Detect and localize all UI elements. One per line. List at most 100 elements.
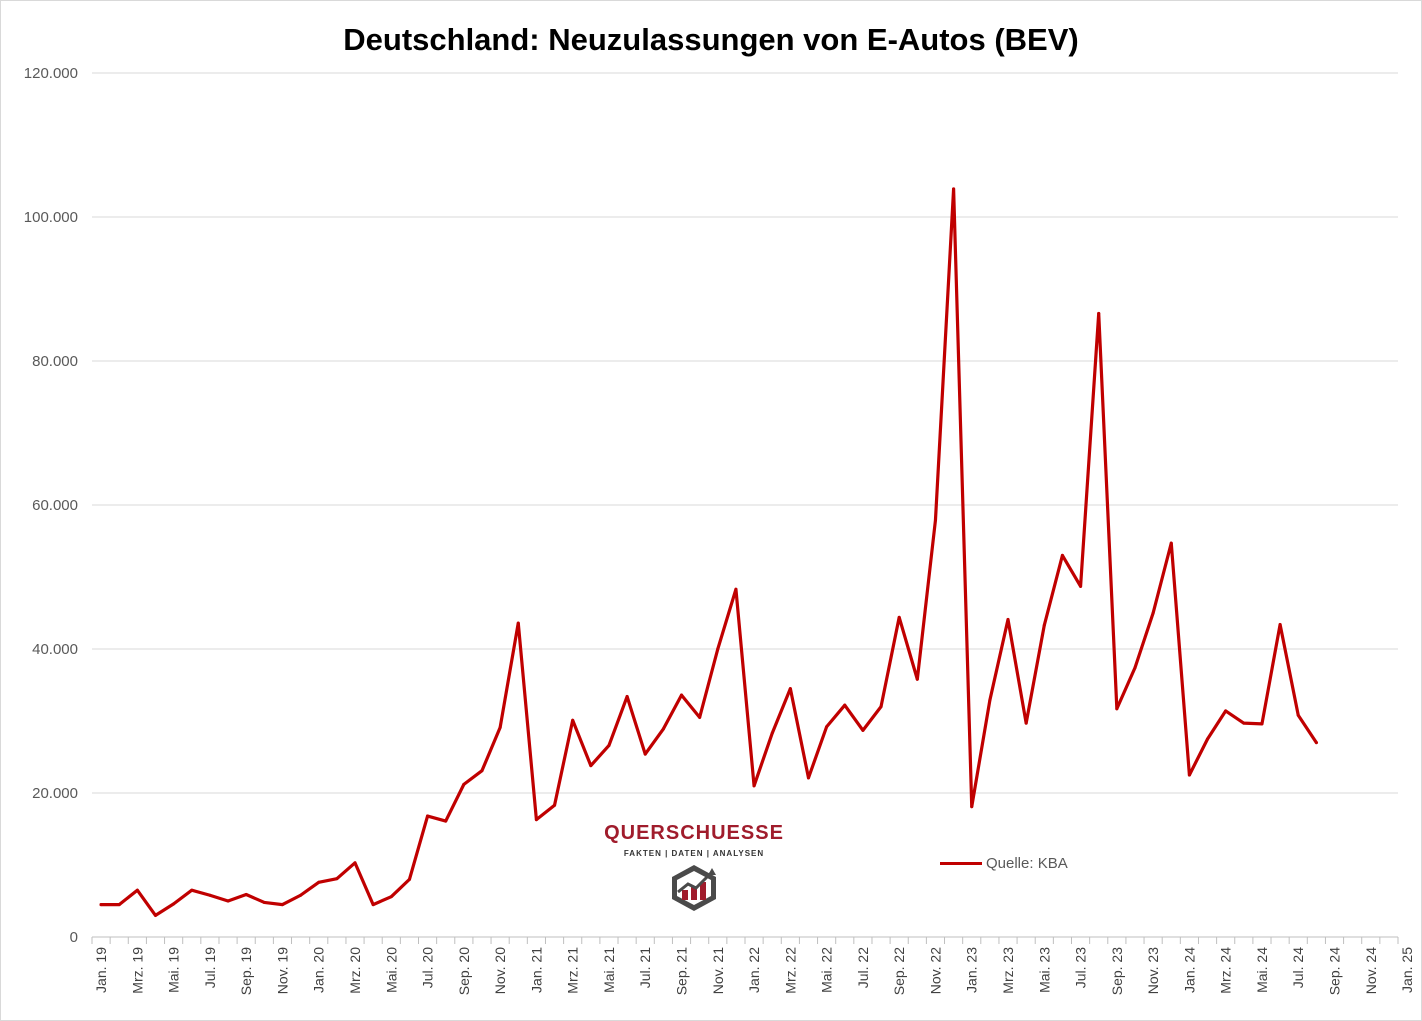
y-tick-label: 40.000 xyxy=(32,641,78,658)
x-tick-label: Jul. 24 xyxy=(1290,947,1306,988)
data-point xyxy=(988,698,992,702)
x-tick-label: Nov. 23 xyxy=(1145,947,1161,994)
data-point xyxy=(1151,611,1155,615)
data-point xyxy=(1133,666,1137,670)
data-point xyxy=(1224,709,1228,713)
data-point xyxy=(897,615,901,619)
data-point xyxy=(153,913,157,917)
x-tick-label: Mai. 23 xyxy=(1036,947,1052,993)
x-tick-label: Jul. 20 xyxy=(420,947,436,988)
data-point xyxy=(371,903,375,907)
data-point xyxy=(698,715,702,719)
data-point xyxy=(190,888,194,892)
series-layer xyxy=(99,187,1318,918)
y-tick-label: 80.000 xyxy=(32,353,78,370)
x-tick-label: Mai. 20 xyxy=(383,947,399,993)
x-tick-label: Jul. 19 xyxy=(202,947,218,988)
x-tick-label: Mai. 19 xyxy=(166,947,182,993)
data-point xyxy=(1260,722,1264,726)
x-tick-label: Sep. 22 xyxy=(891,947,907,995)
x-tick-label: Nov. 19 xyxy=(274,947,290,994)
legend: Quelle: KBA xyxy=(940,855,1068,872)
x-tick-label: Mai. 24 xyxy=(1254,947,1270,993)
data-point xyxy=(1242,721,1246,725)
data-point xyxy=(952,187,956,191)
data-point xyxy=(498,725,502,729)
data-point xyxy=(1169,541,1173,545)
x-tick-label: Nov. 24 xyxy=(1363,947,1379,994)
data-point xyxy=(643,752,647,756)
data-point xyxy=(462,782,466,786)
x-tick-label: Mrz. 20 xyxy=(347,947,363,994)
querschuesse-logo: QUERSCHUESSE FAKTEN | DATEN | ANALYSEN xyxy=(598,822,790,912)
data-point xyxy=(734,587,738,591)
data-point xyxy=(607,743,611,747)
x-tick-label: Jan. 24 xyxy=(1181,947,1197,993)
data-point xyxy=(571,718,575,722)
x-tick-label: Jul. 22 xyxy=(855,947,871,988)
data-point xyxy=(226,899,230,903)
x-tick-label: Nov. 22 xyxy=(927,947,943,994)
data-point xyxy=(99,903,103,907)
data-point xyxy=(625,695,629,699)
data-point xyxy=(516,621,520,625)
data-point xyxy=(117,903,121,907)
data-point xyxy=(1042,623,1046,627)
data-point xyxy=(1296,713,1300,717)
x-tick-label: Jan. 23 xyxy=(964,947,980,993)
data-point xyxy=(589,764,593,768)
data-point xyxy=(244,893,248,897)
x-axis: Jan. 19 Mrz. 19 Mai. 19 Jul. 19 Sep. 19 Nov. … xyxy=(91,936,1415,995)
x-tick-label: Nov. 20 xyxy=(492,947,508,994)
data-point xyxy=(770,731,774,735)
x-tick-label: Jan. 22 xyxy=(746,947,762,993)
data-point xyxy=(317,880,321,884)
x-tick-label: Jan. 21 xyxy=(528,947,544,993)
x-tick-label: Mrz. 23 xyxy=(1000,947,1016,994)
x-tick-label: Sep. 19 xyxy=(238,947,254,995)
data-point xyxy=(172,902,176,906)
data-point xyxy=(680,693,684,697)
x-tick-label: Mrz. 19 xyxy=(129,947,145,994)
data-point xyxy=(933,518,937,522)
data-point xyxy=(970,805,974,809)
x-tick-label: Jan. 20 xyxy=(311,947,327,993)
data-point xyxy=(208,893,212,897)
data-point xyxy=(1006,617,1010,621)
x-tick-label: Mrz. 22 xyxy=(782,947,798,994)
legend-line-swatch xyxy=(940,862,982,865)
x-tick-label: Nov. 21 xyxy=(710,947,726,994)
x-tick-label: Jan. 19 xyxy=(93,947,109,993)
x-tick-label: Mai. 22 xyxy=(819,947,835,993)
x-tick-label: Mrz. 24 xyxy=(1218,947,1234,994)
series-line xyxy=(99,187,1318,918)
data-point xyxy=(426,814,430,818)
logo-tagline: FAKTEN | DATEN | ANALYSEN xyxy=(623,849,765,858)
y-tick-label: 120.000 xyxy=(24,65,78,82)
data-point xyxy=(1060,553,1064,557)
chart-hexagon-icon xyxy=(672,865,716,911)
y-tick-label: 60.000 xyxy=(32,497,78,514)
y-tick-label: 100.000 xyxy=(24,209,78,226)
data-point xyxy=(1097,311,1101,315)
data-point xyxy=(843,703,847,707)
data-point xyxy=(752,784,756,788)
data-point xyxy=(1206,737,1210,741)
data-point xyxy=(661,727,665,731)
data-point xyxy=(1079,584,1083,588)
chart-title: Deutschland: Neuzulassungen von E-Autos … xyxy=(343,22,1079,57)
data-point xyxy=(825,725,829,729)
data-point xyxy=(534,818,538,822)
x-tick-label: Sep. 20 xyxy=(456,947,472,995)
data-point xyxy=(407,877,411,881)
data-point xyxy=(788,687,792,691)
data-point xyxy=(1314,741,1318,745)
data-point xyxy=(1024,721,1028,725)
data-point xyxy=(299,893,303,897)
data-point xyxy=(335,877,339,881)
data-point xyxy=(280,903,284,907)
data-point xyxy=(444,819,448,823)
data-point xyxy=(553,803,557,807)
data-point xyxy=(1115,707,1119,711)
